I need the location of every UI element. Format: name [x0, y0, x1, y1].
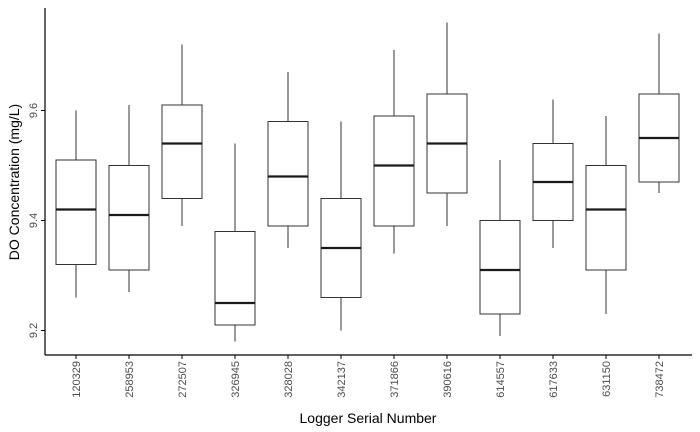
x-tick-label: 371866: [389, 361, 401, 398]
box-631150: [585, 116, 627, 314]
box-617633: [532, 99, 574, 248]
x-tick-label: 258953: [124, 361, 136, 398]
box-342137: [320, 121, 362, 331]
iqr-box: [55, 159, 97, 265]
x-tick-label: 272507: [177, 361, 189, 398]
x-ticks: 120329 258953 272507 326945 328028 342137 3718…: [71, 355, 666, 398]
iqr-box: [479, 220, 521, 315]
x-tick-label: 631150: [601, 361, 613, 397]
x-axis-title: Logger Serial Number: [300, 410, 437, 426]
iqr-box: [267, 121, 309, 227]
x-tick-label: 328028: [283, 361, 295, 398]
iqr-box: [214, 231, 256, 326]
y-axis-title: DO Concentration (mg/L): [6, 104, 22, 260]
x-tick-label: 120329: [71, 361, 83, 398]
box-328028: [267, 72, 309, 248]
iqr-box: [108, 165, 150, 271]
box-258953: [108, 105, 150, 292]
box-738472: [638, 33, 680, 193]
iqr-box: [373, 115, 415, 227]
x-tick-label: 614557: [495, 361, 507, 398]
box-326945: [214, 143, 256, 342]
x-tick-label: 326945: [230, 361, 242, 398]
boxes-layer: [55, 22, 680, 342]
x-tick-label: 342137: [336, 361, 348, 398]
y-tick-label: 9.6: [28, 103, 40, 118]
box-120329: [55, 110, 97, 298]
box-371866: [373, 50, 415, 254]
box-272507: [161, 44, 203, 226]
iqr-box: [585, 165, 627, 271]
box-614557: [479, 160, 521, 336]
x-tick-label: 390616: [442, 361, 454, 398]
x-tick-label: 617633: [548, 361, 560, 398]
y-tick-label: 9.4: [28, 213, 40, 228]
x-tick-label: 738472: [654, 361, 666, 398]
y-ticks: 9.2 9.4 9.6: [28, 103, 45, 338]
iqr-box: [161, 104, 203, 199]
y-tick-label: 9.2: [28, 323, 40, 338]
box-390616: [426, 22, 468, 226]
